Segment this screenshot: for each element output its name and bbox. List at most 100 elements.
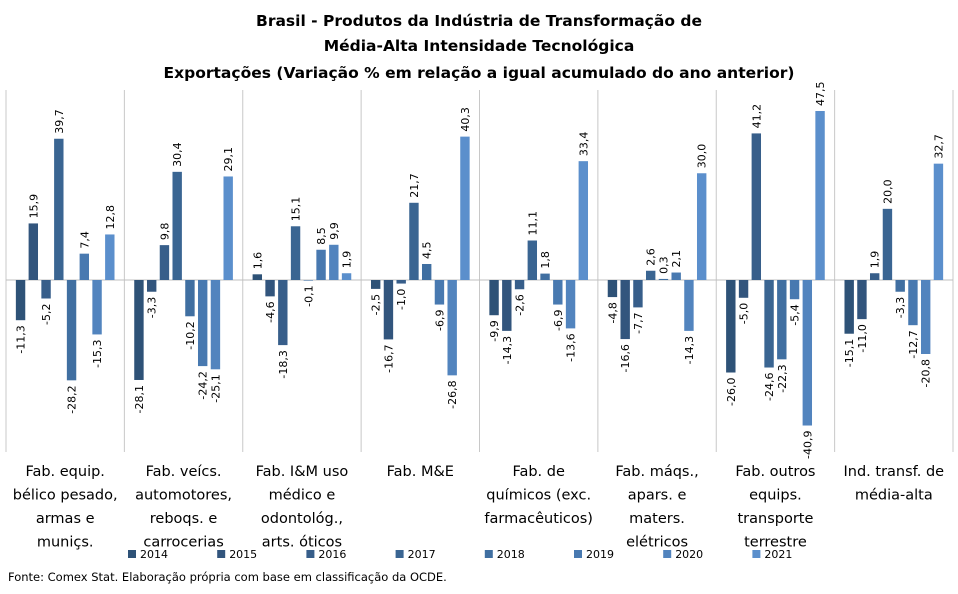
legend-swatch-2018 <box>484 550 493 558</box>
bar-2019-cat-4 <box>434 280 445 305</box>
value-label-2019-cat-2: -24,2 <box>197 371 210 399</box>
bar-2016-cat-8 <box>869 273 880 280</box>
value-label-2016-cat-7: 41,2 <box>750 104 763 129</box>
value-label-2019-cat-3: 8,5 <box>315 227 328 245</box>
category-label-5-line-3: farmacêuticos) <box>484 511 593 527</box>
legend-label-2020: 2020 <box>675 548 703 561</box>
legend-swatch-2015 <box>217 550 226 558</box>
bar-2020-cat-7 <box>802 280 813 426</box>
value-label-2020-cat-7: -40,9 <box>801 431 814 459</box>
category-label-3-line-1: Fab. I&M uso <box>256 464 349 480</box>
bar-2015-cat-2 <box>146 280 157 292</box>
bar-2020-cat-4 <box>447 280 457 376</box>
category-label-3-line-2: médico e <box>269 488 336 504</box>
bar-2021-cat-2 <box>223 176 233 280</box>
category-label-8-line-1: Ind. transf. de <box>844 464 945 480</box>
value-label-2016-cat-3: -18,3 <box>277 350 290 378</box>
bar-2021-cat-5 <box>578 161 589 280</box>
bar-2015-cat-3 <box>265 280 275 297</box>
legend-label-2018: 2018 <box>497 548 525 561</box>
legend-swatch-2014 <box>128 550 136 558</box>
legend-label-2014: 2014 <box>140 548 168 561</box>
value-label-2017-cat-5: 11,1 <box>526 211 539 236</box>
bar-2014-cat-5 <box>489 280 499 316</box>
value-label-2017-cat-2: 30,4 <box>171 142 184 167</box>
value-label-2019-cat-8: -12,7 <box>907 330 920 358</box>
value-label-2018-cat-2: -10,2 <box>184 321 197 349</box>
category-label-6-line-4: elétricos <box>626 535 688 551</box>
chart-title-line-2: Média-Alta Intensidade Tecnológica <box>324 37 635 55</box>
chart-title-line-3: Exportações (Variação % em relação a igu… <box>164 64 795 82</box>
bar-2019-cat-2 <box>197 280 208 367</box>
value-labels: -11,3 -28,1 1,6 -2,5 -9,9 -4,8 -26,0 -15,1 15,9 -… <box>15 82 946 459</box>
bar-2016-cat-4 <box>396 280 406 284</box>
legend-swatch-2020 <box>663 550 672 558</box>
bar-2014-cat-8 <box>844 280 854 334</box>
bar-2021-cat-7 <box>815 111 825 280</box>
bar-2021-cat-4 <box>460 136 470 280</box>
bar-2019-cat-5 <box>553 280 563 305</box>
category-label-1-line-2: bélico pesado, <box>13 488 118 504</box>
value-label-2019-cat-6: 2,1 <box>670 250 683 268</box>
bar-2019-cat-7 <box>789 280 800 300</box>
value-label-2017-cat-6: 2,6 <box>645 248 658 266</box>
value-label-2020-cat-6: -14,3 <box>683 336 696 364</box>
value-label-2018-cat-3: -0,1 <box>302 285 315 306</box>
value-label-2019-cat-1: 7,4 <box>78 231 91 249</box>
bar-2017-cat-5 <box>527 240 538 280</box>
value-label-2017-cat-3: 15,1 <box>290 197 303 222</box>
bar-2015-cat-5 <box>502 280 512 331</box>
value-label-2018-cat-5: 1,8 <box>539 251 552 269</box>
value-label-2014-cat-3: 1,6 <box>251 252 264 270</box>
legend-swatch-2019 <box>574 550 582 558</box>
value-label-2016-cat-6: -7,7 <box>632 312 645 333</box>
value-label-2019-cat-7: -5,4 <box>789 304 802 325</box>
legend: 2014 2015 2016 2017 2018 2019 2020 2021 <box>128 548 792 561</box>
value-label-2018-cat-4: 4,5 <box>421 241 434 259</box>
category-label-7-line-3: transporte <box>737 511 813 527</box>
value-label-2015-cat-1: 15,9 <box>27 194 40 219</box>
value-label-2020-cat-8: -20,8 <box>920 359 933 387</box>
category-label-2-line-1: Fab. veícs. <box>146 464 222 480</box>
value-label-2014-cat-8: -15,1 <box>843 339 856 367</box>
value-label-2019-cat-5: -6,9 <box>552 310 565 331</box>
legend-label-2019: 2019 <box>586 548 614 561</box>
value-label-2021-cat-4: 40,3 <box>459 107 472 132</box>
chart-title: Brasil - Produtos da Indústria de Transf… <box>164 12 795 82</box>
value-label-2016-cat-8: 1,9 <box>869 251 882 269</box>
bar-2014-cat-6 <box>607 280 618 298</box>
category-label-2-line-2: automotores, <box>135 488 232 504</box>
bar-2015-cat-1 <box>28 223 39 280</box>
bar-2015-cat-4 <box>383 280 394 340</box>
bar-2016-cat-5 <box>514 280 525 290</box>
bar-2021-cat-1 <box>105 234 115 280</box>
value-label-2014-cat-5: -9,9 <box>488 320 501 341</box>
category-label-6-line-1: Fab. máqs., <box>615 464 698 480</box>
value-label-2021-cat-5: 33,4 <box>577 132 590 157</box>
category-label-1-line-4: muniçs. <box>37 535 94 551</box>
category-label-6-line-2: apars. e <box>628 488 687 504</box>
bar-2020-cat-8 <box>920 280 931 354</box>
bar-2018-cat-5 <box>540 273 550 280</box>
value-label-2017-cat-8: 20,0 <box>881 179 894 204</box>
chart-title-line-1: Brasil - Produtos da Indústria de Transf… <box>256 12 702 30</box>
category-labels: Fab. equip. bélico pesado, armas e muniçs. F… <box>13 464 944 551</box>
legend-label-2015: 2015 <box>229 548 257 561</box>
value-label-2021-cat-2: 29,1 <box>222 147 235 172</box>
bar-2017-cat-1 <box>54 138 64 280</box>
bar-2014-cat-1 <box>15 280 26 321</box>
value-label-2017-cat-7: -24,6 <box>763 373 776 401</box>
value-label-2021-cat-8: 32,7 <box>932 134 945 159</box>
value-label-2016-cat-5: -2,6 <box>514 294 527 315</box>
value-label-2015-cat-5: -14,3 <box>501 336 514 364</box>
source-note: Fonte: Comex Stat. Elaboração própria co… <box>8 570 447 584</box>
value-label-2021-cat-1: 12,8 <box>104 205 117 230</box>
value-label-2020-cat-4: -26,8 <box>446 380 459 408</box>
value-label-2021-cat-6: 30,0 <box>696 144 709 169</box>
category-label-5-line-1: Fab. de <box>512 464 565 480</box>
bar-2017-cat-2 <box>172 171 182 280</box>
value-label-2014-cat-4: -2,5 <box>370 294 383 315</box>
legend-swatch-2016 <box>306 550 315 558</box>
bar-2020-cat-3 <box>329 244 339 280</box>
